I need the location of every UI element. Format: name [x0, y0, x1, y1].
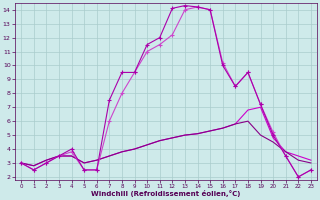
X-axis label: Windchill (Refroidissement éolien,°C): Windchill (Refroidissement éolien,°C) — [91, 190, 241, 197]
